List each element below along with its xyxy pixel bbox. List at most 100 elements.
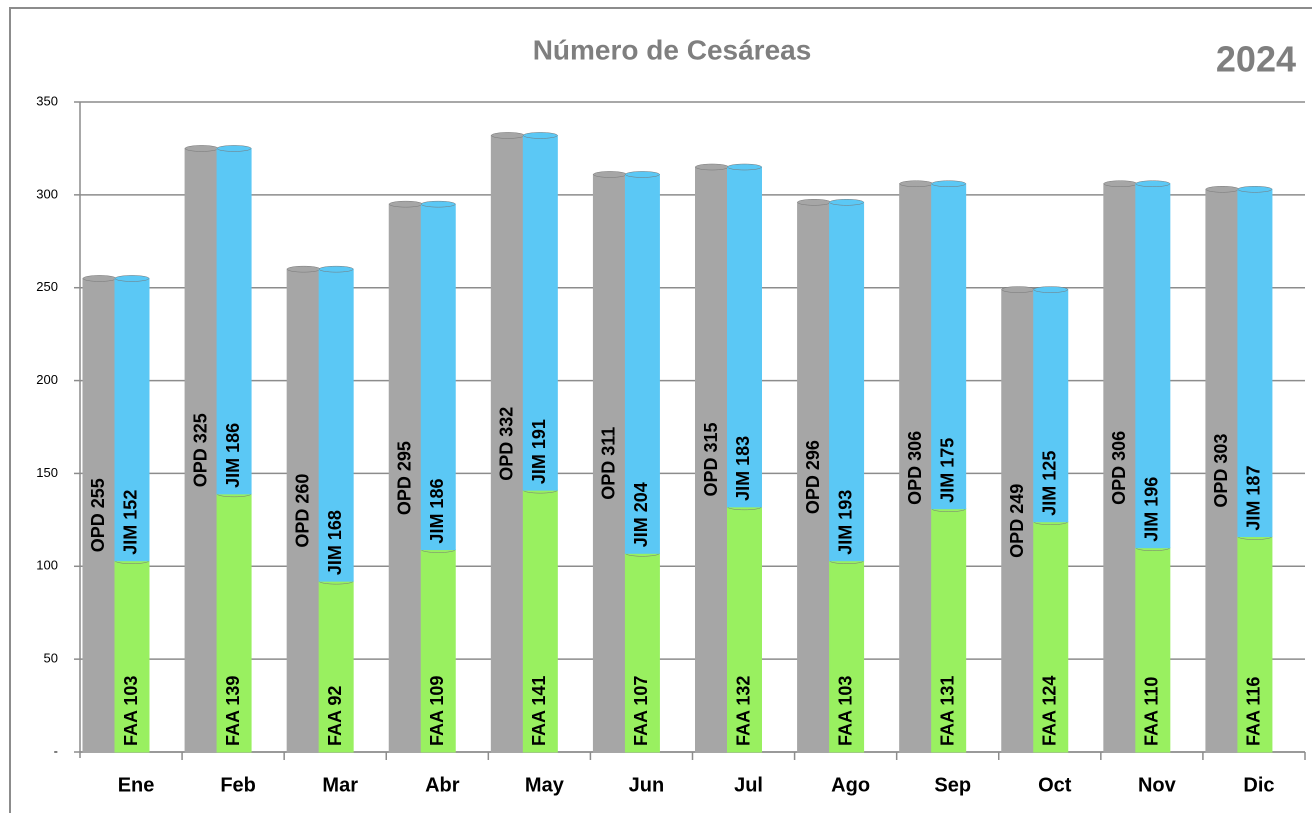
data-label: JIM 186 xyxy=(427,479,447,544)
data-label: JIM 193 xyxy=(835,490,855,555)
bar-segment xyxy=(1033,521,1069,753)
bar-segment xyxy=(1237,188,1273,538)
data-label: FAA 92 xyxy=(325,686,345,746)
data-label: JIM 204 xyxy=(631,482,651,547)
x-tick-label: Jun xyxy=(629,774,665,796)
data-label: OPD 332 xyxy=(497,407,517,481)
bar-cap xyxy=(82,275,117,282)
y-tick-label: 200 xyxy=(36,372,58,387)
bar-segment xyxy=(829,560,865,753)
bar-segment xyxy=(931,508,967,753)
data-label: OPD 325 xyxy=(190,413,210,487)
bar-cap xyxy=(114,275,150,282)
bar-segment xyxy=(184,147,219,753)
data-label: OPD 260 xyxy=(292,474,312,548)
bar-segment xyxy=(899,183,934,753)
data-label: JIM 191 xyxy=(529,419,549,484)
bar-cap xyxy=(318,265,354,273)
bar-cap xyxy=(1135,180,1171,187)
data-label: OPD 306 xyxy=(1109,431,1129,505)
bar-segment xyxy=(727,166,762,508)
bar-segment xyxy=(592,173,627,753)
bar-cap xyxy=(695,163,729,171)
data-label: FAA 109 xyxy=(427,676,447,746)
data-label: OPD 306 xyxy=(905,431,925,505)
data-label: FAA 107 xyxy=(631,676,651,746)
bar-segment xyxy=(522,134,558,491)
data-label: FAA 110 xyxy=(1142,677,1162,746)
bar-segment xyxy=(318,268,354,582)
y-tick-label: 50 xyxy=(44,651,58,666)
bar-cap xyxy=(421,200,456,208)
bar-cap xyxy=(523,132,558,139)
y-tick-label: 250 xyxy=(36,279,58,294)
bar-cap xyxy=(829,199,864,206)
data-label: JIM 186 xyxy=(223,423,243,488)
year-annotation: 2024 xyxy=(1216,39,1296,80)
bar-cap xyxy=(899,180,933,187)
bar-cap xyxy=(216,145,252,152)
data-label: OPD 295 xyxy=(395,441,415,515)
bar-segment xyxy=(624,552,660,753)
bar-segment xyxy=(1103,183,1138,753)
chart-title: Número de Cesáreas xyxy=(533,34,812,65)
data-label: FAA 131 xyxy=(937,676,957,746)
bar-segment xyxy=(727,506,762,753)
x-tick-label: May xyxy=(525,774,565,796)
x-tick-label: Nov xyxy=(1138,774,1177,796)
y-tick-label: - xyxy=(54,743,58,758)
bar-cap xyxy=(1033,286,1068,293)
x-tick-label: Sep xyxy=(934,774,971,796)
bar-segment xyxy=(114,560,150,753)
data-label: JIM 196 xyxy=(1142,477,1162,542)
data-label: OPD 315 xyxy=(701,422,721,496)
bar-cap xyxy=(727,163,762,171)
x-tick-label: Jul xyxy=(734,774,763,796)
x-tick-label: Ene xyxy=(118,774,155,796)
bar-cap xyxy=(1103,180,1138,187)
data-label: OPD 296 xyxy=(803,440,823,514)
x-tick-label: Oct xyxy=(1038,774,1072,796)
data-label: JIM 187 xyxy=(1244,466,1264,531)
y-tick-label: 150 xyxy=(36,465,58,480)
data-label: FAA 141 xyxy=(529,676,549,746)
bar-cap xyxy=(931,180,966,187)
y-tick-label: 300 xyxy=(36,186,58,201)
bar-cap xyxy=(491,132,525,139)
bar-segment xyxy=(1237,536,1273,753)
bar-cap xyxy=(286,265,321,273)
bar-segment xyxy=(420,203,456,551)
bar-segment xyxy=(1033,289,1069,523)
data-label: JIM 125 xyxy=(1040,451,1060,516)
data-label: JIM 168 xyxy=(325,510,345,575)
data-label: JIM 175 xyxy=(937,438,957,503)
bar-segment xyxy=(490,134,525,753)
bar-segment xyxy=(797,201,832,753)
x-tick-label: Abr xyxy=(425,774,460,796)
data-label: JIM 152 xyxy=(121,490,141,555)
bar-cap xyxy=(184,145,219,152)
bar-cap xyxy=(1237,186,1273,193)
bar-segment xyxy=(420,549,456,753)
x-tick-label: Dic xyxy=(1243,774,1274,796)
data-label: FAA 124 xyxy=(1040,676,1060,746)
data-label: FAA 103 xyxy=(835,676,855,746)
bar-cap xyxy=(625,171,660,178)
data-label: OPD 303 xyxy=(1211,434,1231,508)
bar-segment xyxy=(82,277,117,753)
data-label: OPD 311 xyxy=(599,427,619,500)
data-label: OPD 255 xyxy=(88,478,108,552)
bar-segment xyxy=(522,489,558,753)
y-tick-label: 350 xyxy=(36,93,58,108)
data-label: FAA 139 xyxy=(223,676,243,746)
bar-segment xyxy=(216,493,252,753)
bar-cap xyxy=(1205,186,1240,193)
x-tick-label: Feb xyxy=(220,774,256,796)
bar-segment xyxy=(1135,547,1171,753)
bar-segment xyxy=(388,203,423,753)
data-label: FAA 116 xyxy=(1244,677,1264,746)
data-label: FAA 132 xyxy=(733,676,753,746)
bar-cap xyxy=(1001,286,1035,293)
bar-cap xyxy=(797,199,831,206)
